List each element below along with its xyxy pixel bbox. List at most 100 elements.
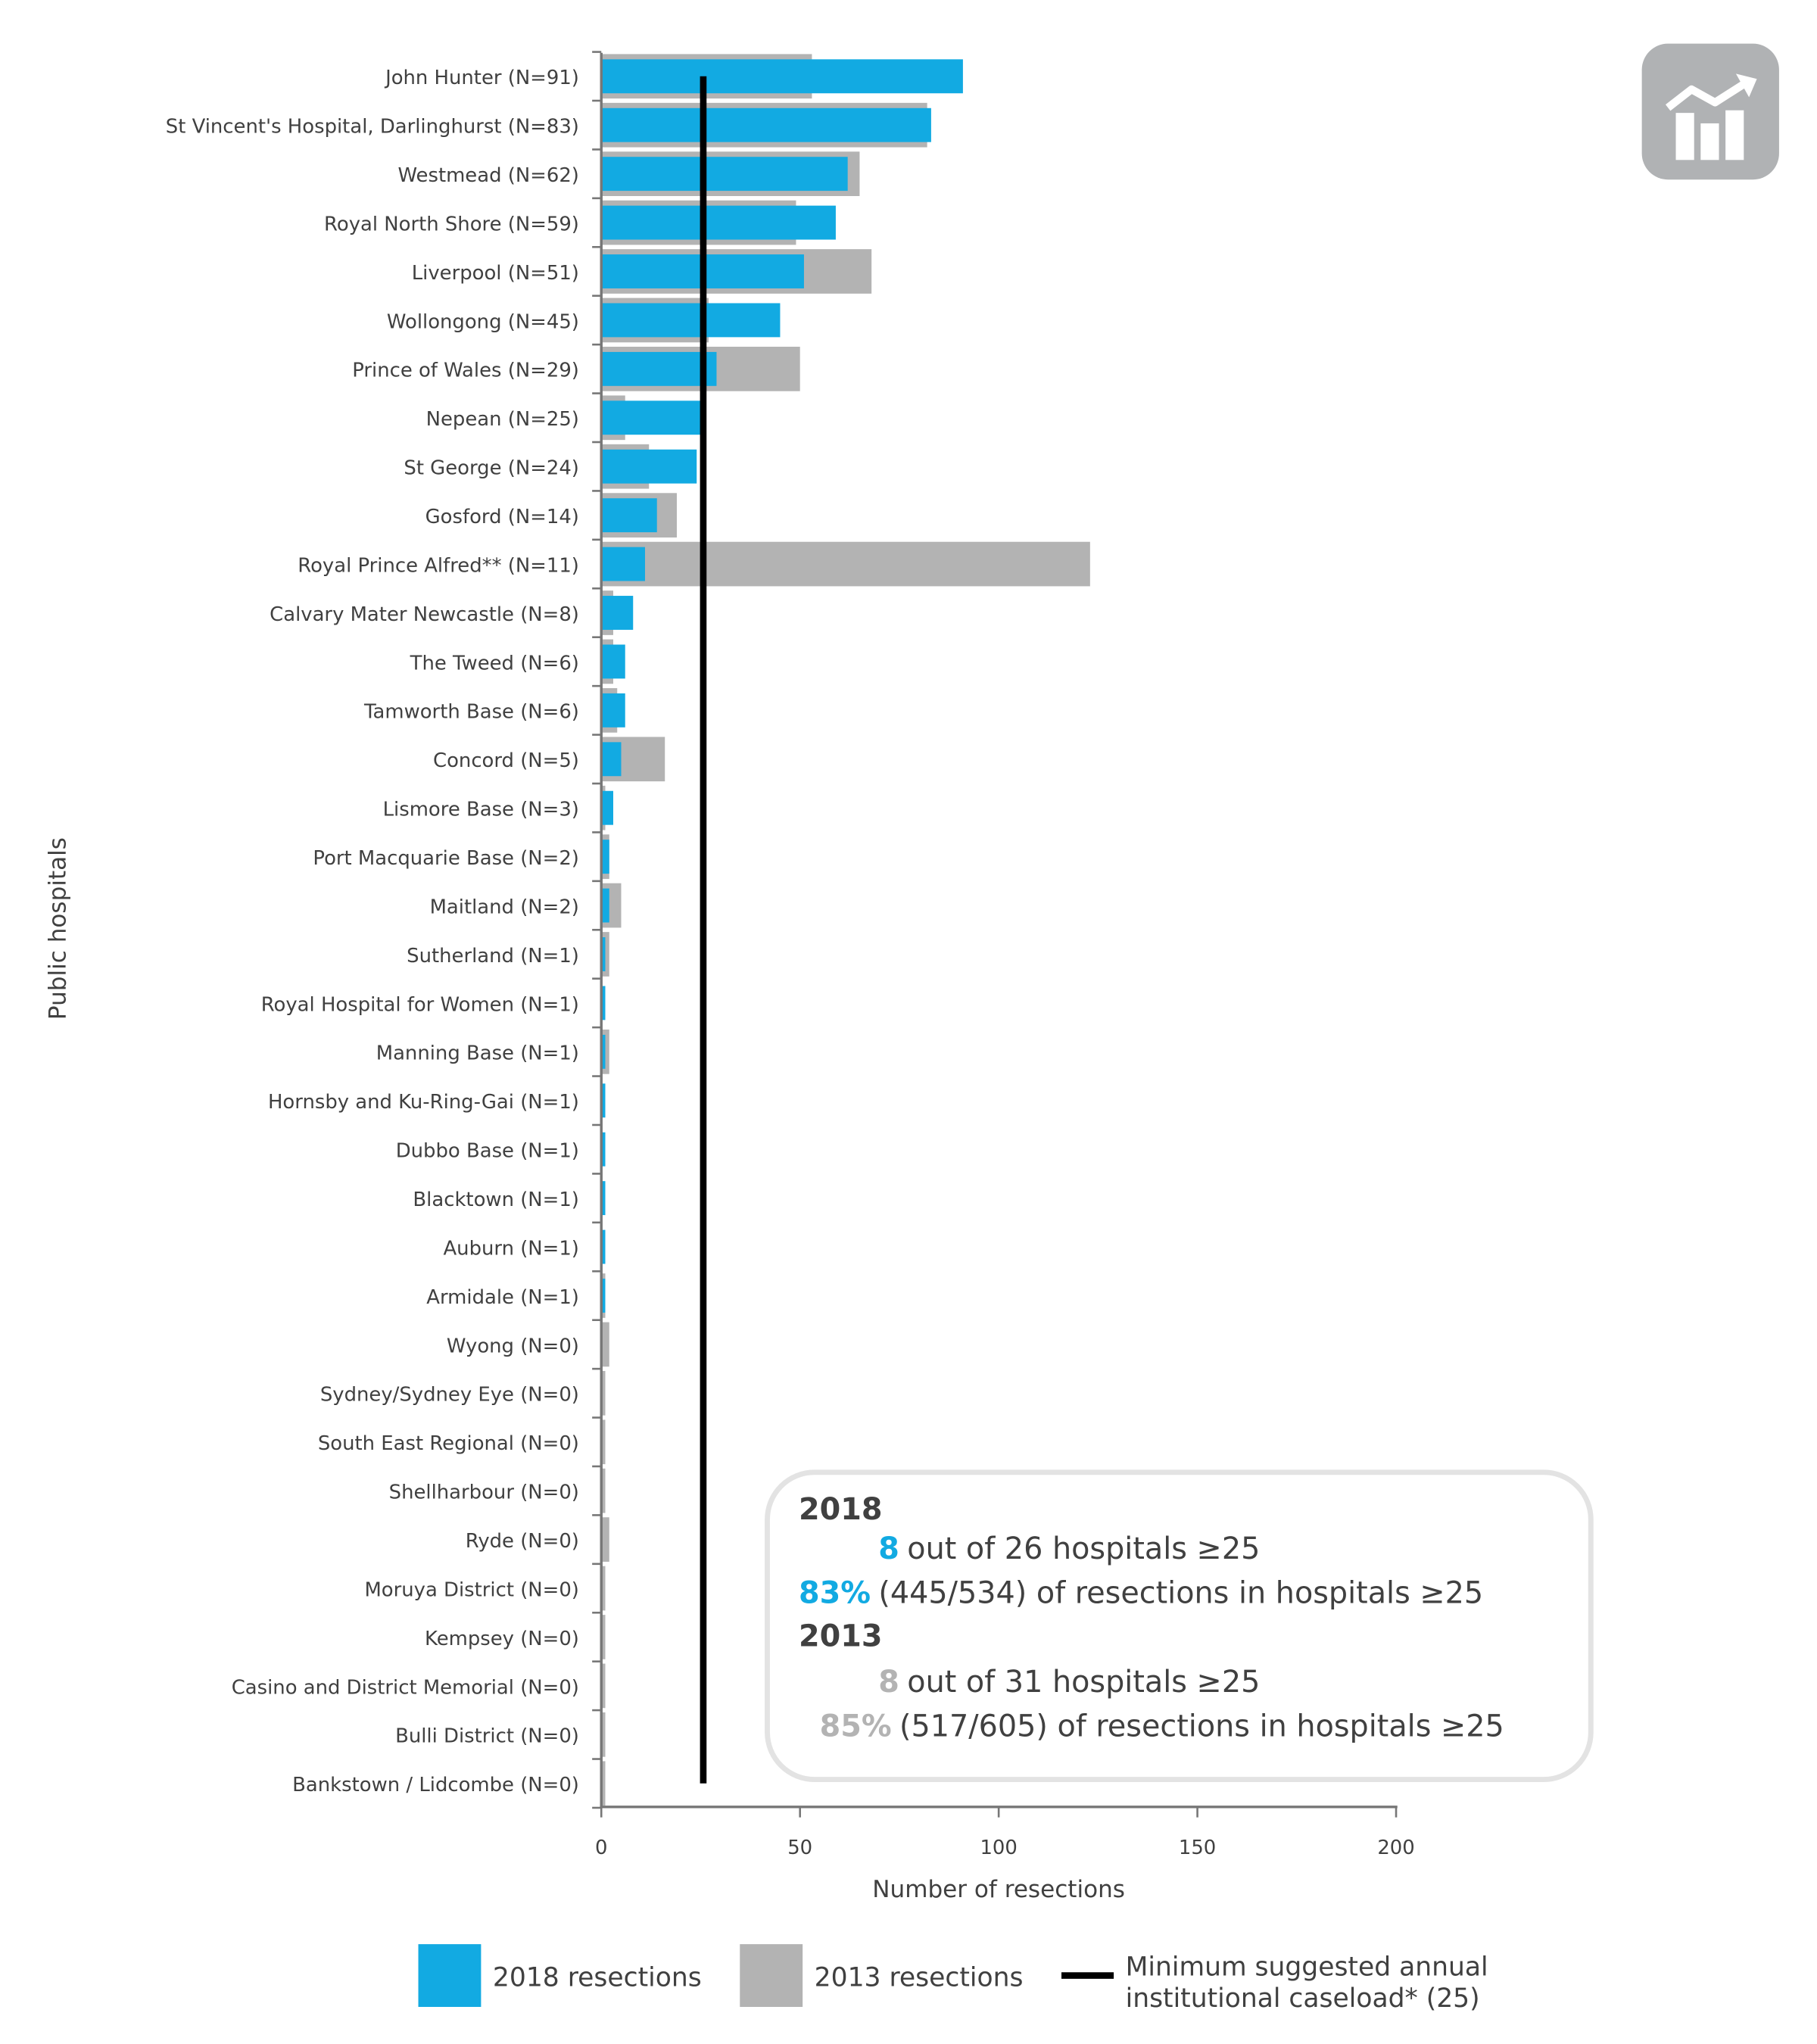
bar-2018 <box>601 693 625 728</box>
bar-2018 <box>601 449 697 484</box>
category-label: Shellharbour (N=0) <box>389 1482 579 1504</box>
annotation-2013-pct-text: (517/605) of resections in hospitals ≥25 <box>899 1709 1504 1744</box>
category-label: St Vincent's Hospital, Darlinghurst (N=8… <box>166 116 579 139</box>
bar-2018 <box>601 888 609 923</box>
category-label: Royal Hospital for Women (N=1) <box>261 993 579 1016</box>
svg-text:83%(445/534) of resections in: 83% (445/534) of resections in hospitals … <box>799 1575 1483 1610</box>
bar-2013 <box>601 1517 609 1562</box>
bar-2013 <box>601 1712 606 1757</box>
annotation-2018-text: out of 26 hospitals ≥25 <box>907 1531 1260 1566</box>
category-label: Sutherland (N=1) <box>407 945 579 967</box>
annotation-2018-count: 8 <box>878 1531 899 1566</box>
x-axis-title: Number of resections <box>872 1876 1125 1903</box>
legend-swatch-2013 <box>740 1944 803 2008</box>
bar-2013 <box>601 1322 609 1367</box>
bar-2013 <box>601 1468 606 1513</box>
bar-2018 <box>601 498 657 533</box>
bar-2018 <box>601 157 848 192</box>
category-label: Royal North Shore (N=59) <box>324 213 579 235</box>
bar-2018 <box>601 1034 606 1069</box>
bar-2018 <box>601 205 836 240</box>
category-label: Moruya District (N=0) <box>364 1578 578 1601</box>
bar-2018 <box>601 790 613 825</box>
x-ticks: 0 50 100 150 200 <box>595 1806 1415 1859</box>
bar-2013 <box>601 1615 606 1659</box>
category-label: Sydney/Sydney Eye (N=0) <box>320 1384 579 1407</box>
bar-2018 <box>601 937 606 971</box>
bar-2013 <box>601 541 1090 587</box>
category-label: Bulli District (N=0) <box>395 1725 579 1748</box>
bar-2018 <box>601 986 606 1020</box>
x-tick-label: 0 <box>595 1837 607 1859</box>
bar-2018 <box>601 1279 606 1313</box>
bar-2018 <box>601 547 645 581</box>
bar-2018 <box>601 840 609 874</box>
category-label: Nepean (N=25) <box>426 408 579 431</box>
category-label: Port Macquarie Base (N=2) <box>313 847 579 870</box>
category-label: Tamworth Base (N=6) <box>363 701 579 724</box>
category-label: Royal Prince Alfred** (N=11) <box>298 554 579 577</box>
annotation-2013-text: out of 31 hospitals ≥25 <box>907 1665 1260 1700</box>
annotation-year-2018: 2018 <box>799 1492 883 1527</box>
x-tick-label: 50 <box>787 1837 812 1859</box>
category-label: Westmead (N=62) <box>397 164 578 187</box>
annotation-2018-pct: 83% <box>799 1575 871 1610</box>
annotation-year-2013: 2013 <box>799 1619 883 1653</box>
bar-2018 <box>601 303 781 338</box>
bar-2018 <box>601 1181 606 1216</box>
category-label: Blacktown (N=1) <box>413 1189 578 1211</box>
category-label: Maitland (N=2) <box>430 896 579 918</box>
category-label: Auburn (N=1) <box>443 1237 578 1260</box>
bar-2013 <box>601 1370 606 1416</box>
category-label: St George (N=24) <box>404 457 579 480</box>
bar-2018 <box>601 644 625 679</box>
bar-2013 <box>601 1761 606 1806</box>
category-label: Calvary Mater Newcastle (N=8) <box>270 603 579 626</box>
bar-2018 <box>601 1083 606 1118</box>
legend: 2018 resections 2013 resections Minimum … <box>418 1944 1488 2014</box>
bar-2018 <box>601 1229 606 1264</box>
legend-swatch-2018 <box>418 1944 482 2008</box>
bar-2018 <box>601 400 701 435</box>
category-label: South East Regional (N=0) <box>318 1432 579 1455</box>
category-label: Liverpool (N=51) <box>412 262 579 285</box>
category-label: Kempsey (N=0) <box>425 1628 579 1650</box>
category-label: Wollongong (N=45) <box>387 310 579 333</box>
legend-label-2013: 2013 resections <box>815 1962 1024 1993</box>
category-label: Wyong (N=0) <box>447 1335 579 1357</box>
category-label: Hornsby and Ku-Ring-Gai (N=1) <box>268 1091 579 1114</box>
category-label: Armidale (N=1) <box>426 1286 579 1309</box>
bar-2013 <box>601 1566 606 1611</box>
category-label: Ryde (N=0) <box>466 1530 579 1553</box>
category-label: John Hunter (N=91) <box>384 67 579 89</box>
bar-2018 <box>601 742 622 777</box>
category-label: Dubbo Base (N=1) <box>396 1140 579 1163</box>
category-label: Prince of Wales (N=29) <box>352 360 579 382</box>
bar-2018 <box>601 59 963 94</box>
bar-2013 <box>601 1419 606 1465</box>
legend-label-2018: 2018 resections <box>493 1962 702 1993</box>
svg-text:85%(517/605) of resections in: 85% (517/605) of resections in hospitals … <box>820 1709 1504 1744</box>
category-label: Bankstown / Lidcombe (N=0) <box>292 1774 579 1796</box>
x-tick-label: 100 <box>980 1837 1017 1859</box>
x-tick-label: 200 <box>1377 1837 1414 1859</box>
annotation-box: 2018 8 out of 26 hospitals ≥25 83% (445/53… <box>765 1469 1594 1783</box>
x-tick-label: 150 <box>1179 1837 1216 1859</box>
y-axis-title: Public hospitals <box>44 837 71 1020</box>
bar-2018 <box>601 596 634 630</box>
annotation-2013-pct: 85% <box>820 1709 892 1744</box>
category-label: Concord (N=5) <box>433 749 579 772</box>
chart-trend-icon <box>1641 43 1779 180</box>
category-label: Manning Base (N=1) <box>376 1042 579 1065</box>
bar-2018 <box>601 107 931 142</box>
legend-label-reference-2: institutional caseload* (25) <box>1126 1983 1480 2014</box>
bar-2018 <box>601 1132 606 1167</box>
annotation-2013-count: 8 <box>878 1665 899 1700</box>
category-labels: John Hunter (N=91) St Vincent's Hospital,… <box>166 51 602 1809</box>
category-label: Casino and District Memorial (N=0) <box>232 1676 579 1699</box>
bar-2013 <box>601 1663 606 1709</box>
legend-label-reference-1: Minimum suggested annual <box>1126 1952 1488 1983</box>
